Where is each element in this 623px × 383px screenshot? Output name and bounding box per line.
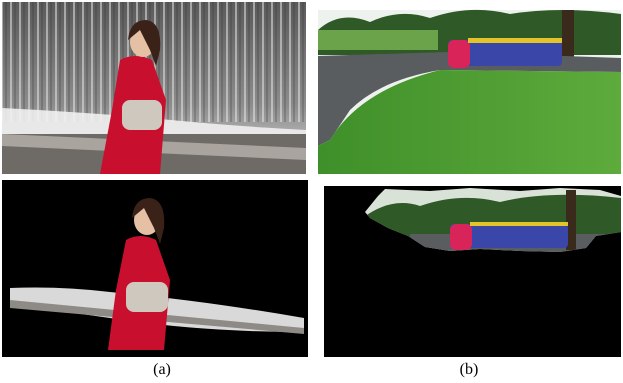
photo-a-segmented (2, 180, 308, 357)
panel-label: (b) (460, 361, 479, 378)
photo-a-original (2, 2, 306, 174)
photo-b-original (318, 9, 621, 174)
panel-label: (a) (153, 361, 171, 378)
photo-b-segmented (324, 186, 621, 357)
